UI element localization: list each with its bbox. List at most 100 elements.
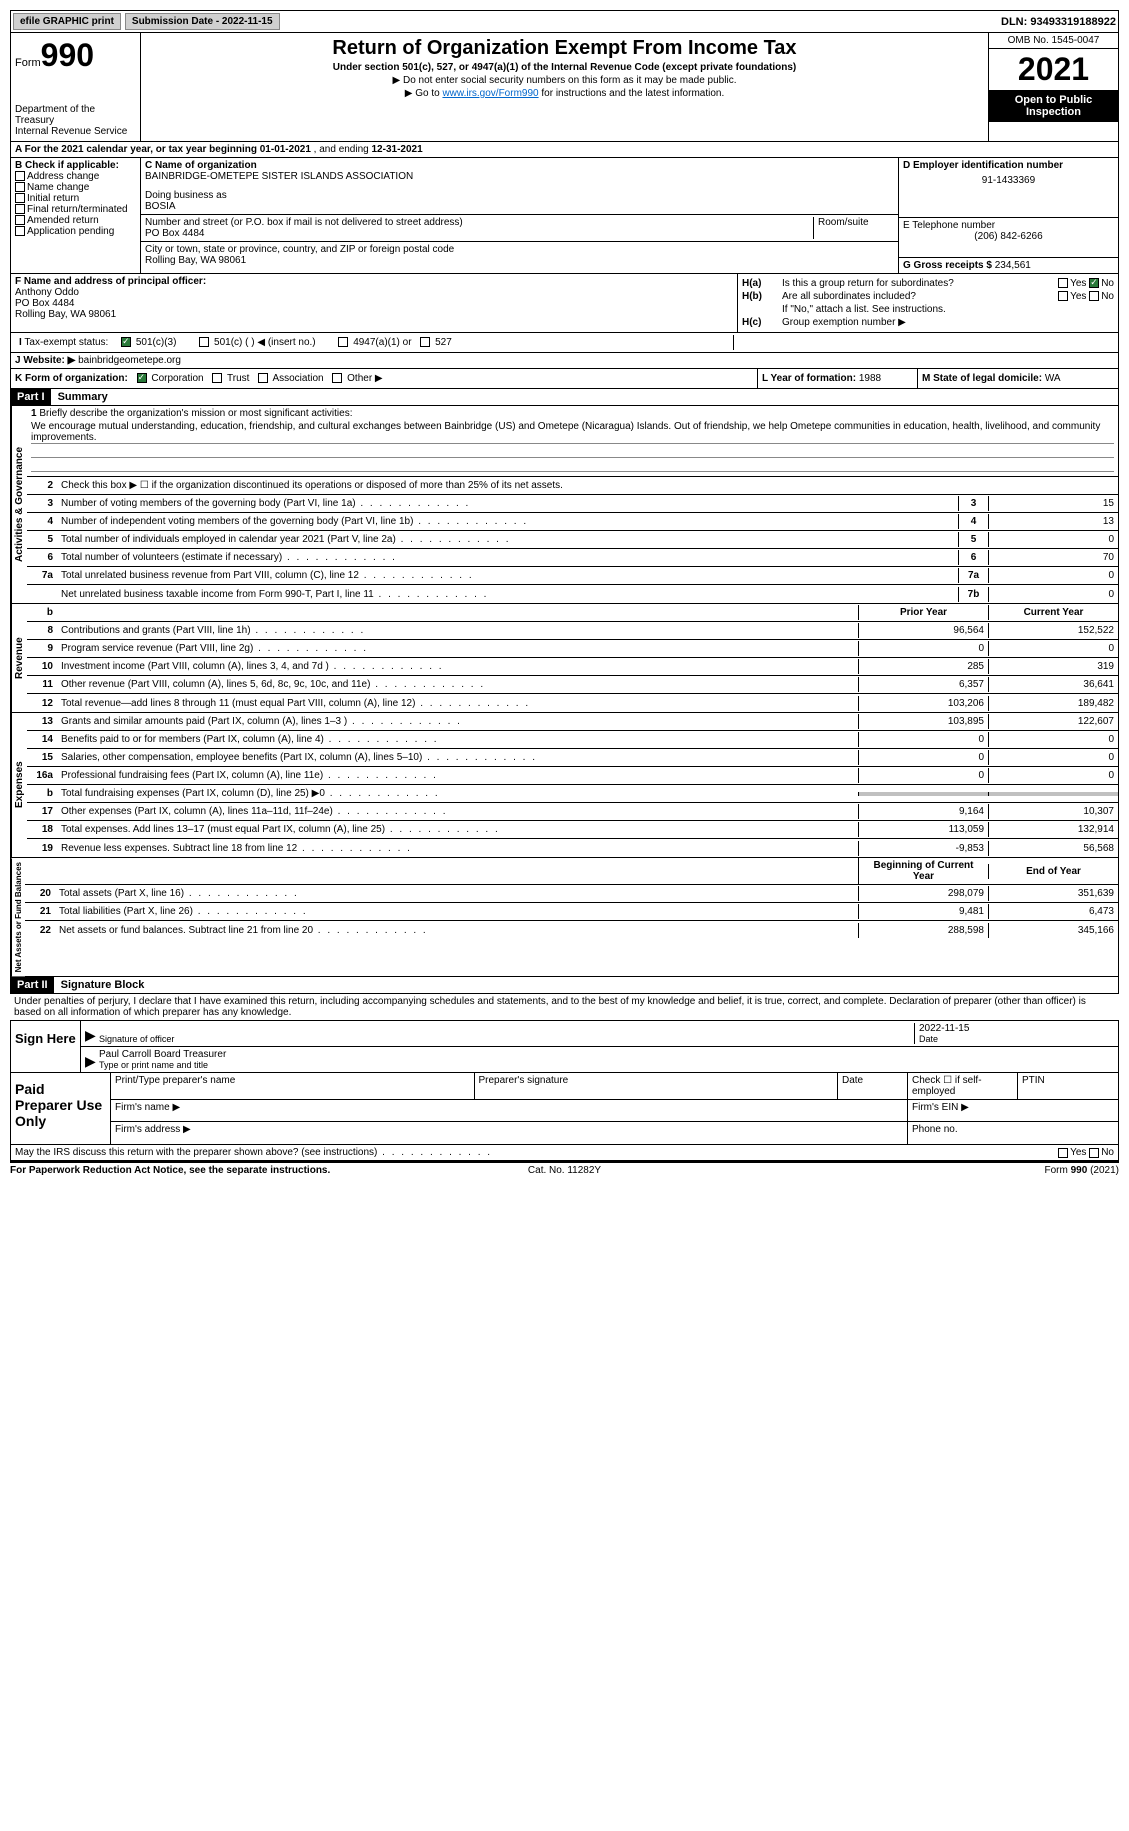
check-527[interactable] (420, 337, 430, 347)
part2-badge: Part II (11, 977, 54, 993)
mission-block: 1 Briefly describe the organization's mi… (27, 406, 1118, 477)
ha-text: Is this a group return for subordinates? (782, 278, 1004, 289)
row-num: 5 (27, 532, 57, 547)
summary-row: 10 Investment income (Part VIII, column … (27, 658, 1118, 676)
current-year-value: 0 (988, 732, 1118, 747)
prior-year-value: 103,206 (858, 696, 988, 711)
part1-badge: Part I (11, 389, 51, 405)
summary-row: 7a Total unrelated business revenue from… (27, 567, 1118, 585)
summary-row: 14 Benefits paid to or for members (Part… (27, 731, 1118, 749)
summary-row: b Total fundraising expenses (Part IX, c… (27, 785, 1118, 803)
prior-year-value: 103,895 (858, 714, 988, 729)
ha-no[interactable] (1089, 278, 1099, 288)
check-amended-return[interactable]: Amended return (15, 215, 136, 226)
summary-row: 12 Total revenue—add lines 8 through 11 … (27, 694, 1118, 712)
row-text: Revenue less expenses. Subtract line 18 … (57, 841, 858, 856)
row-value: 0 (988, 587, 1118, 602)
l-value: 1988 (859, 373, 881, 384)
summary-row: 9 Program service revenue (Part VIII, li… (27, 640, 1118, 658)
tax-year-end: 12-31-2021 (372, 144, 423, 155)
row-text: Other revenue (Part VIII, column (A), li… (57, 677, 858, 692)
form-title: Return of Organization Exempt From Incom… (145, 37, 984, 60)
row-num: 11 (27, 677, 57, 692)
hb-text: Are all subordinates included? (782, 291, 1004, 302)
check-other[interactable] (332, 373, 342, 383)
form-note-ssn: ▶ Do not enter social security numbers o… (145, 75, 984, 86)
m-label: M State of legal domicile: (922, 373, 1045, 384)
header-right: OMB No. 1545-0047 2021 Open to Public In… (988, 33, 1118, 141)
tab-activities: Activities & Governance (11, 406, 27, 603)
form-label: Form (15, 57, 41, 69)
dba-value: BOSIA (145, 201, 894, 212)
row-text: Number of voting members of the governin… (57, 496, 958, 511)
tax-year-begin: 01-01-2021 (260, 144, 311, 155)
room-label: Room/suite (818, 217, 894, 228)
check-trust[interactable] (212, 373, 222, 383)
tab-expenses: Expenses (11, 713, 27, 857)
ein-value: 91-1433369 (903, 175, 1114, 186)
current-year-value: 10,307 (988, 804, 1118, 819)
dept-treasury: Department of the Treasury Internal Reve… (15, 104, 136, 137)
summary-row: 18 Total expenses. Add lines 13–17 (must… (27, 821, 1118, 839)
addr-value: PO Box 4484 (145, 228, 809, 239)
j-text: Website: ▶ (23, 355, 75, 366)
ha-yes[interactable] (1058, 278, 1068, 288)
header-left: Form990 Department of the Treasury Inter… (11, 33, 141, 141)
check-501c[interactable] (199, 337, 209, 347)
gross-label: G Gross receipts $ (903, 260, 995, 271)
row-num: 18 (27, 822, 57, 837)
prior-year-value: -9,853 (858, 841, 988, 856)
efile-print-button[interactable]: efile GRAPHIC print (13, 13, 121, 30)
row-text: Total number of individuals employed in … (57, 532, 958, 547)
summary-row: 15 Salaries, other compensation, employe… (27, 749, 1118, 767)
discuss-yes[interactable] (1058, 1148, 1068, 1158)
submission-date-button[interactable]: Submission Date - 2022-11-15 (125, 13, 280, 30)
check-initial-return[interactable]: Initial return (15, 193, 136, 204)
row-box: 6 (958, 550, 988, 565)
prior-year-value: 0 (858, 768, 988, 783)
current-year-value: 152,522 (988, 623, 1118, 638)
check-501c3[interactable] (121, 337, 131, 347)
check-name-change[interactable]: Name change (15, 182, 136, 193)
discuss-no[interactable] (1089, 1148, 1099, 1158)
officer-addr1: PO Box 4484 (15, 298, 733, 309)
prior-year-value: 288,598 (858, 923, 988, 938)
form-number: 990 (41, 37, 94, 73)
note-pre: ▶ Go to (405, 88, 443, 99)
hb-no[interactable] (1089, 291, 1099, 301)
declaration: Under penalties of perjury, I declare th… (10, 994, 1119, 1021)
current-year-value: 345,166 (988, 923, 1118, 938)
discuss-text: May the IRS discuss this return with the… (15, 1147, 1058, 1158)
col-d-ein: D Employer identification number 91-1433… (898, 158, 1118, 273)
begin-year-header: Beginning of Current Year (858, 858, 988, 884)
row-text: Professional fundraising fees (Part IX, … (57, 768, 858, 783)
footer-mid: Cat. No. 11282Y (380, 1165, 750, 1176)
check-address-change[interactable]: Address change (15, 171, 136, 182)
check-final-return[interactable]: Final return/terminated (15, 204, 136, 215)
row-text: Total expenses. Add lines 13–17 (must eq… (57, 822, 858, 837)
current-year-value: 56,568 (988, 841, 1118, 856)
check-association[interactable] (258, 373, 268, 383)
footer-right: Form 990 (2021) (749, 1165, 1119, 1176)
current-year-value: 122,607 (988, 714, 1118, 729)
summary-row: 21 Total liabilities (Part X, line 26) 9… (25, 903, 1118, 921)
row-num: 15 (27, 750, 57, 765)
check-application-pending[interactable]: Application pending (15, 226, 136, 237)
prior-year-value: 0 (858, 732, 988, 747)
form-header: Form990 Department of the Treasury Inter… (10, 33, 1119, 142)
omb-number: OMB No. 1545-0047 (989, 33, 1118, 49)
check-4947[interactable] (338, 337, 348, 347)
l-label: L Year of formation: (762, 373, 859, 384)
irs-link[interactable]: www.irs.gov/Form990 (442, 88, 538, 99)
hb-yes[interactable] (1058, 291, 1068, 301)
section-fh: F Name and address of principal officer:… (10, 274, 1119, 333)
row-i-tax-status: I Tax-exempt status: 501(c)(3) 501(c) ( … (10, 333, 1119, 353)
dba-label: Doing business as (145, 190, 894, 201)
footer: For Paperwork Reduction Act Notice, see … (10, 1161, 1119, 1178)
check-corporation[interactable] (137, 373, 147, 383)
row-box: 7a (958, 568, 988, 583)
firm-name-label: Firm's name ▶ (111, 1100, 908, 1121)
firm-phone-label: Phone no. (908, 1122, 1118, 1144)
prior-year-value: 9,481 (858, 904, 988, 919)
paid-preparer-block: Paid Preparer Use Only Print/Type prepar… (10, 1073, 1119, 1145)
